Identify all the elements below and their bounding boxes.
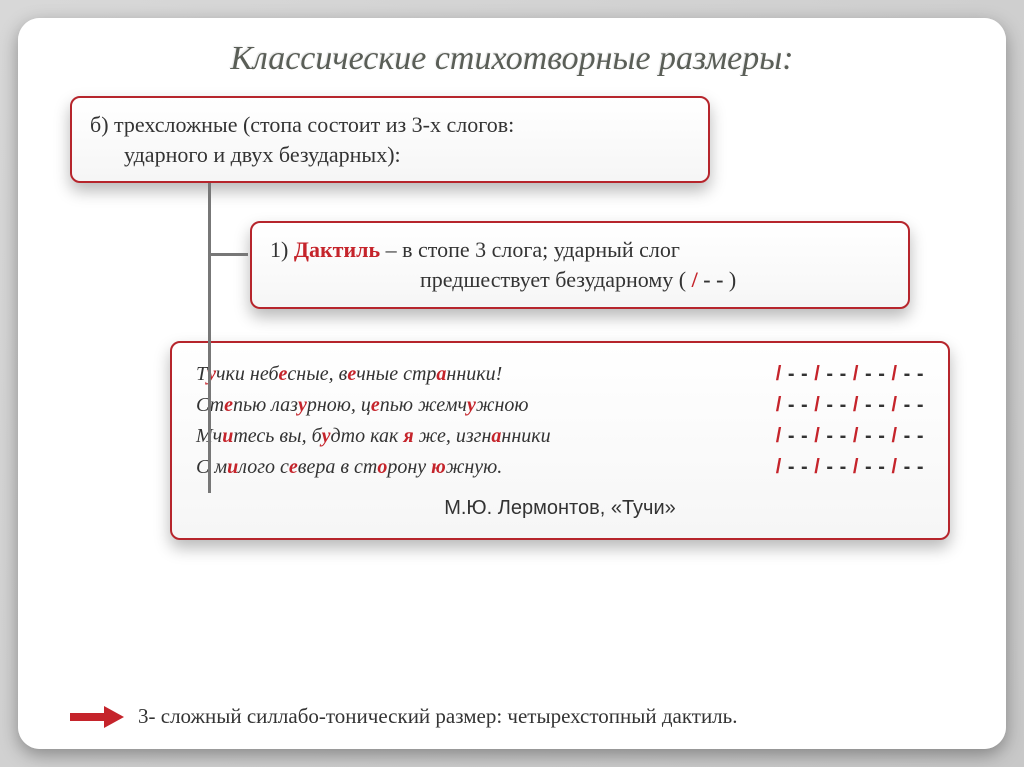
- example-box: Тучки небесные, вечные странники! / - - /…: [170, 341, 950, 540]
- verse-text: С милого севера в сторону южную.: [196, 452, 502, 483]
- verse-text: Степью лазурною, цепью жемчужною: [196, 390, 529, 421]
- example-line: Мчитесь вы, будто как я же, изгнанники / …: [196, 421, 924, 452]
- example-line: Степью лазурною, цепью жемчужною / - - / …: [196, 390, 924, 421]
- verse-scheme: / - - / - - / - - / - -: [776, 452, 924, 483]
- example-lines: Тучки небесные, вечные странники! / - - /…: [196, 359, 924, 483]
- term-dactyl: Дактиль: [294, 237, 380, 262]
- example-line: Тучки небесные, вечные странники! / - - /…: [196, 359, 924, 390]
- verse-text: Мчитесь вы, будто как я же, изгнанники: [196, 421, 551, 452]
- intro-line2: ударного и двух безударных):: [90, 140, 690, 170]
- verse-text: Тучки небесные, вечные странники!: [196, 359, 502, 390]
- footer-text: 3- сложный силлабо-тонический размер: че…: [138, 704, 737, 729]
- intro-label: б): [90, 112, 114, 137]
- slide-title: Классические стихотворные размеры:: [70, 40, 954, 78]
- definition-line1: 1) Дактиль – в стопе 3 слога; ударный сл…: [270, 235, 890, 265]
- example-author: М.Ю. Лермонтов, «Тучи»: [196, 493, 924, 524]
- verse-scheme: / - - / - - / - - / - -: [776, 390, 924, 421]
- connector-horizontal-1: [208, 253, 248, 256]
- connector-vertical: [208, 183, 211, 493]
- intro-line1: б) трехсложные (стопа состоит из 3-х сло…: [90, 110, 690, 140]
- verse-scheme: / - - / - - / - - / - -: [776, 421, 924, 452]
- intro-box: б) трехсложные (стопа состоит из 3-х сло…: [70, 96, 710, 183]
- definition-line2: предшествует безударному ( / - - ): [270, 265, 890, 295]
- example-line: С милого севера в сторону южную. / - - / …: [196, 452, 924, 483]
- footer-row: 3- сложный силлабо-тонический размер: че…: [70, 686, 954, 729]
- verse-scheme: / - - / - - / - - / - -: [776, 359, 924, 390]
- arrow-right-icon: [70, 706, 124, 728]
- definition-box: 1) Дактиль – в стопе 3 слога; ударный сл…: [250, 221, 910, 308]
- slide-inner: Классические стихотворные размеры: б) тр…: [18, 18, 1006, 749]
- slide-frame: Классические стихотворные размеры: б) тр…: [0, 0, 1024, 767]
